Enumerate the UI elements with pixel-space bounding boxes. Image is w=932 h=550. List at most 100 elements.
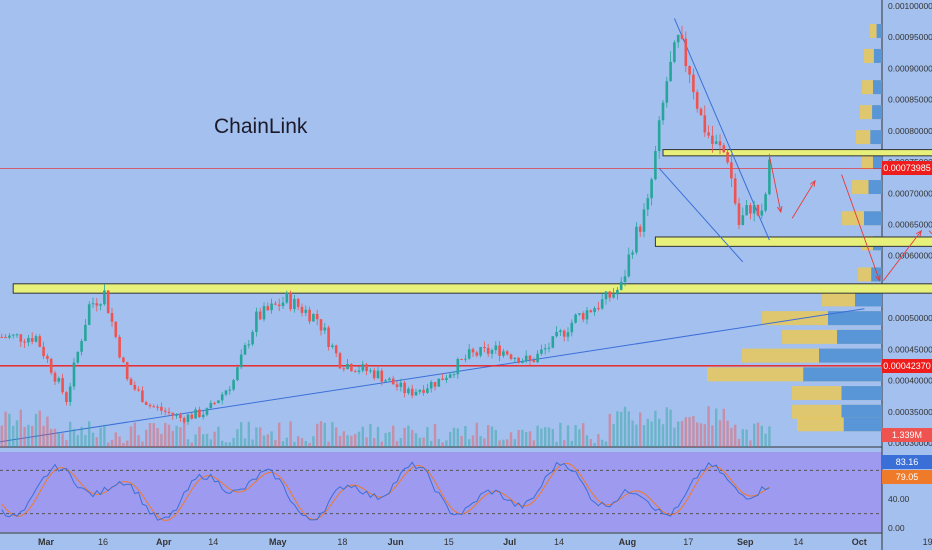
candle-body [650,179,653,199]
y-tick-label: 0.00045000 [888,344,932,354]
x-tick-label: 17 [683,537,693,547]
volume-bar [483,438,486,447]
x-tick-label: Apr [156,537,172,547]
volume-bar [103,424,106,447]
volume-bar [114,432,117,447]
volume-profile-bar-sell [837,329,882,344]
volume-profile-bar-sell [819,348,882,363]
x-tick-label: May [269,537,287,547]
volume-bar [266,434,269,447]
candle-body [589,310,593,313]
candle-body [179,414,182,419]
volume-profile-bar-sell [868,180,882,195]
volume-bar [502,439,505,447]
candle-body [498,345,501,356]
volume-bar [31,425,34,447]
volume-bar [198,426,201,447]
oscillator-value-1: 83.16 [882,455,932,469]
volume-bar [441,442,444,447]
candle-body [509,354,513,359]
candle-body [479,347,482,356]
candle-body [361,364,365,371]
volume-bar [760,425,763,447]
candle-body [376,370,380,379]
candle-body [612,294,615,298]
candle-body [418,389,422,392]
volume-profile-bar-sell [828,311,882,326]
candle-body [562,330,566,337]
candle-body [236,367,239,381]
candle-body [475,352,479,356]
candle-body [103,290,106,305]
volume-bar [145,429,148,447]
volume-bar [148,423,152,447]
candle-body [122,357,125,363]
candle-body [27,338,30,343]
volume-bar [646,418,649,447]
candle-body [699,108,703,116]
candle-body [243,345,247,355]
candle-body [483,347,486,349]
x-tick-label: Jun [388,537,404,547]
candle-body [593,308,596,313]
candle-body [46,356,49,359]
volume-bar [369,423,372,447]
wedge-lower-line [658,167,744,263]
candle-body [676,34,680,43]
candle-body [661,102,665,121]
volume-bar [487,425,490,447]
candle-body [239,354,243,368]
volume-bar [19,409,22,447]
candle-body [547,347,551,349]
volume-bar [437,438,440,447]
candle-body [505,351,509,355]
candle-body [388,378,391,381]
candles [0,25,771,425]
volume-bar [544,427,547,447]
candle-body [426,388,429,393]
volume-bar [669,409,672,447]
volume-profile-bar-sell [841,404,882,419]
candle-body [551,336,555,348]
volume-bar [380,441,383,447]
candle-body [182,418,186,422]
volume-bar [559,422,562,447]
volume-bar [308,442,311,447]
candle-body [429,382,433,389]
volume-bar [141,441,144,447]
candle-body [137,389,140,391]
volume-bar [433,423,437,447]
candle-body [688,66,691,75]
volume-profile-bar-sell [873,155,882,170]
volume-bar [12,425,15,447]
candle-body [217,400,220,404]
volume-bar [118,436,121,447]
candle-body [300,307,304,313]
candle-body [323,327,327,331]
candle-body [737,203,741,225]
volume-bar [684,417,687,447]
candle-body [334,345,338,354]
volume-bar [190,442,193,447]
volume-bar [715,408,718,447]
volume-bar [46,416,49,447]
candle-body [631,252,634,255]
candle-body [262,306,266,320]
candle-body [733,178,737,204]
x-tick-label: Jul [503,537,516,547]
volume-profile-bar-sell [876,23,882,38]
candle-body [87,304,91,325]
y-tick-label: 0.00085000 [888,95,932,105]
candle-body [163,410,167,412]
volume-bar [53,428,57,447]
support-resistance-zone [662,149,932,157]
candle-body [513,357,517,359]
volume-tag: 1.339M [882,428,932,442]
candle-body [517,357,520,364]
candle-body [141,390,144,403]
volume-bar [342,431,345,447]
volume-bar [316,423,319,447]
current-price-tag: 0.00073985 [882,161,932,175]
